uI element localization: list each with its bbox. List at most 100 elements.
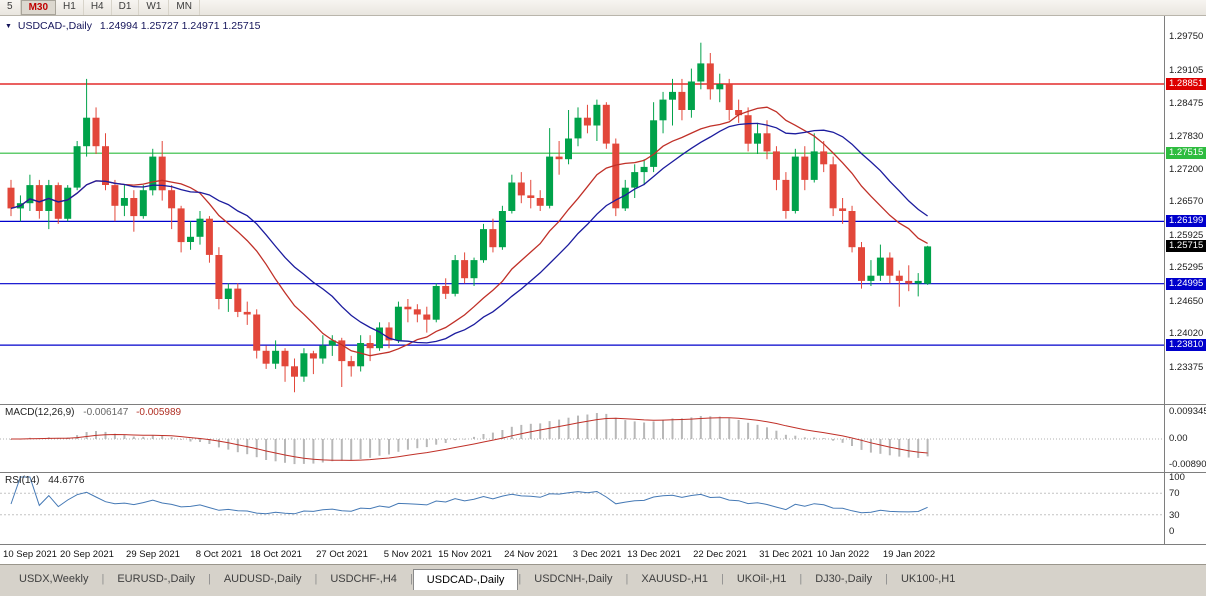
- macd-axis-label: 0.009345: [1169, 406, 1206, 417]
- candlestick-chart[interactable]: [0, 16, 1164, 404]
- candle: [26, 185, 34, 204]
- timeframe-button-w1[interactable]: W1: [139, 0, 170, 15]
- candle: [168, 190, 176, 209]
- price-axis[interactable]: 1.29750 1.29105 1.28475 1.27830 1.27200 1.265…: [1164, 16, 1206, 404]
- date-axis-label: 5 Nov 2021: [383, 549, 433, 560]
- price-level-tag: 1.27515: [1166, 147, 1206, 159]
- main-chart-panel[interactable]: ▼ USDCAD-,Daily 1.24994 1.25727 1.24971 …: [0, 16, 1206, 404]
- macd-signal-value: -0.005989: [136, 407, 182, 418]
- macd-histogram-bar: [577, 415, 579, 439]
- tab-uk100-h1[interactable]: UK100-,H1: [900, 573, 956, 585]
- macd-axis-label: 0.00: [1169, 433, 1188, 444]
- macd-label: MACD(12,26,9) -0.006147 -0.005989: [5, 407, 181, 418]
- timeframe-button-mn[interactable]: MN: [169, 0, 200, 15]
- chart-title: ▼ USDCAD-,Daily 1.24994 1.25727 1.24971 …: [5, 20, 260, 32]
- candle: [583, 117, 591, 126]
- tab-eurusd-daily[interactable]: EURUSD-,Daily: [117, 573, 195, 585]
- rsi-plot[interactable]: [0, 473, 1164, 545]
- candle: [92, 117, 100, 147]
- macd-histogram-bar: [435, 439, 438, 445]
- macd-histogram-bar: [879, 439, 882, 454]
- tab-separator: |: [101, 573, 105, 585]
- macd-histogram-bar: [662, 419, 664, 439]
- timeframe-button-5[interactable]: 5: [0, 0, 21, 15]
- price-level-tag: 1.28851: [1166, 78, 1206, 90]
- candle: [442, 286, 450, 294]
- date-axis-label: 8 Oct 2021: [195, 549, 243, 560]
- candle: [517, 182, 525, 196]
- date-axis[interactable]: 10 Sep 2021 20 Sep 2021 29 Sep 2021 8 Oct 2…: [0, 544, 1206, 564]
- candle: [451, 260, 459, 294]
- candle: [697, 63, 705, 82]
- macd-histogram-bar: [463, 438, 466, 440]
- macd-histogram-bar: [444, 439, 447, 443]
- macd-panel[interactable]: MACD(12,26,9) -0.006147 -0.005989 0.0093…: [0, 404, 1206, 472]
- candle: [574, 117, 582, 139]
- candle: [470, 260, 478, 279]
- macd-histogram-bar: [841, 439, 844, 443]
- tab-ukoil-h1[interactable]: UKOil-,H1: [736, 573, 787, 585]
- rsi-axis-label: 30: [1169, 510, 1180, 521]
- candle: [64, 187, 72, 219]
- price-level-tag: 1.24995: [1166, 278, 1206, 290]
- tab-separator: |: [799, 573, 803, 585]
- macd-histogram-bar: [302, 439, 305, 464]
- candle: [205, 218, 213, 255]
- tab-dj30-daily[interactable]: DJ30-,Daily: [815, 573, 873, 585]
- macd-histogram-bar: [690, 417, 693, 439]
- candle: [621, 187, 629, 209]
- price-level-tag: 1.23810: [1166, 339, 1206, 351]
- candle: [253, 314, 261, 351]
- macd-histogram-bar: [652, 421, 655, 439]
- macd-histogram-bar: [312, 439, 315, 464]
- macd-plot[interactable]: [0, 405, 1164, 473]
- tab-xauusd-h1[interactable]: XAUUSD-,H1: [641, 573, 708, 585]
- macd-axis: 0.009345 0.00 -0.008900: [1164, 405, 1206, 472]
- tab-usdcnh-daily[interactable]: USDCNH-,Daily: [534, 573, 613, 585]
- candle: [347, 361, 355, 367]
- tab-usdchf-h4[interactable]: USDCHF-,H4: [330, 573, 397, 585]
- candle: [404, 306, 412, 310]
- date-axis-label: 10 Jan 2022: [816, 549, 870, 560]
- candle: [782, 179, 790, 211]
- rsi-panel[interactable]: RSI(14) 44.6776 100 70 30 0: [0, 472, 1206, 544]
- candle: [706, 63, 714, 90]
- candle: [111, 185, 119, 206]
- candle: [791, 156, 799, 211]
- date-axis-label: 13 Dec 2021: [627, 549, 681, 560]
- candle: [319, 345, 327, 359]
- price-axis-label: 1.29750: [1169, 31, 1204, 42]
- macd-histogram-bar: [926, 439, 929, 457]
- rsi-name: RSI(14): [5, 475, 40, 486]
- timeframe-button-m30[interactable]: M30: [20, 0, 57, 15]
- candle: [7, 187, 15, 209]
- macd-histogram-bar: [331, 439, 334, 462]
- candle: [83, 117, 91, 147]
- macd-histogram-bar: [766, 427, 768, 439]
- timeframe-button-h4[interactable]: H4: [84, 0, 112, 15]
- macd-histogram-bar: [189, 439, 192, 442]
- candle: [716, 84, 724, 90]
- macd-histogram-bar: [76, 435, 79, 439]
- candle: [546, 156, 554, 206]
- candle: [886, 257, 894, 276]
- chart-ohlc-values: 1.24994 1.25727 1.24971 1.25715: [99, 20, 261, 32]
- macd-histogram-bar: [104, 431, 107, 439]
- tab-audusd-daily[interactable]: AUDUSD-,Daily: [223, 573, 302, 585]
- candle: [73, 146, 81, 188]
- chart-symbol-label: USDCAD-,Daily: [17, 20, 92, 32]
- price-axis-label: 1.24020: [1169, 328, 1204, 339]
- candle: [631, 172, 639, 188]
- macd-histogram-bar: [482, 434, 485, 439]
- candle: [291, 366, 298, 377]
- tab-usdcad-daily[interactable]: USDCAD-,Daily: [412, 569, 519, 590]
- candle: [224, 288, 232, 299]
- tab-usdx-weekly[interactable]: USDX,Weekly: [19, 573, 89, 585]
- timeframe-button-d1[interactable]: D1: [112, 0, 140, 15]
- macd-histogram-bar: [709, 416, 712, 439]
- price-axis-label: 1.23375: [1169, 362, 1204, 373]
- timeframe-button-h1[interactable]: H1: [56, 0, 84, 15]
- ma-slow-line: [10, 122, 928, 344]
- rsi-label: RSI(14) 44.6776: [5, 475, 84, 486]
